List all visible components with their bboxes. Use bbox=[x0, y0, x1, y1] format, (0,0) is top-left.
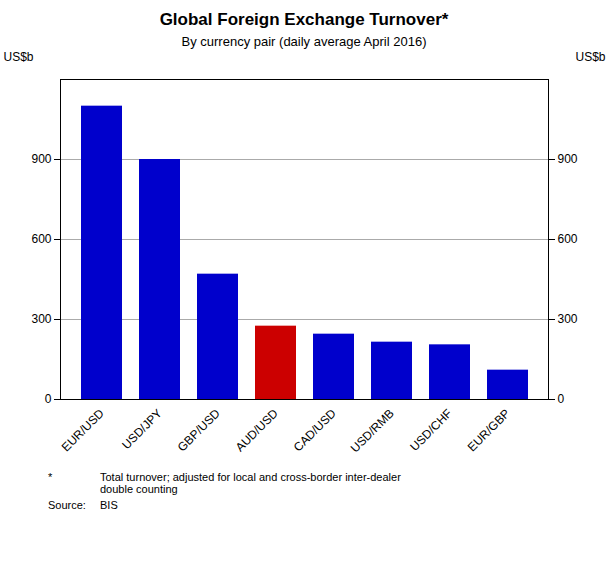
svg-text:AUD/USD: AUD/USD bbox=[233, 406, 281, 454]
html-text:Total turnover; adjusted for l: Total turnover; adjusted for local and c… bbox=[100, 471, 401, 483]
svg-text:US$b: US$b bbox=[4, 50, 34, 64]
svg-text:0: 0 bbox=[45, 392, 52, 406]
svg-text:300: 300 bbox=[558, 312, 578, 326]
svg-text:GBP/USD: GBP/USD bbox=[175, 406, 223, 454]
svg-text:300: 300 bbox=[31, 312, 51, 326]
svg-text:0: 0 bbox=[558, 392, 565, 406]
svg-text:600: 600 bbox=[558, 232, 578, 246]
html-text:Global Foreign Exchange Turnov: Global Foreign Exchange Turnover* bbox=[159, 10, 449, 29]
svg-text:900: 900 bbox=[31, 152, 51, 166]
html-text:By currency pair (daily averag: By currency pair (daily average April 20… bbox=[181, 34, 427, 49]
svg-text:USD/JPY: USD/JPY bbox=[119, 406, 165, 452]
svg-text:600: 600 bbox=[31, 232, 51, 246]
html-text:BIS: BIS bbox=[100, 499, 118, 511]
html-text:double counting: double counting bbox=[100, 483, 178, 495]
html-text:Source:: Source: bbox=[48, 499, 86, 511]
svg-text:CAD/USD: CAD/USD bbox=[291, 406, 339, 454]
svg-text:900: 900 bbox=[558, 152, 578, 166]
svg-text:US$b: US$b bbox=[575, 50, 605, 64]
svg-text:EUR/USD: EUR/USD bbox=[59, 406, 107, 454]
svg-text:USD/CHF: USD/CHF bbox=[407, 406, 455, 454]
svg-text:USD/RMB: USD/RMB bbox=[348, 406, 397, 455]
svg-text:EUR/GBP: EUR/GBP bbox=[465, 406, 513, 454]
